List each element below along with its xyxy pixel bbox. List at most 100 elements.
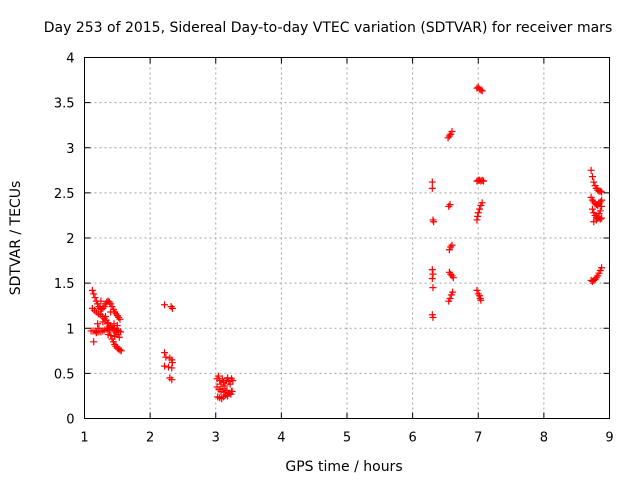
data-point <box>587 166 595 174</box>
x-tick-label: 2 <box>146 431 154 446</box>
data-point <box>474 212 482 220</box>
data-point <box>428 275 436 283</box>
data-point <box>219 385 227 393</box>
y-tick-label: 4 <box>66 52 74 67</box>
data-point <box>161 301 169 309</box>
data-point <box>588 205 596 213</box>
data-point <box>596 187 604 195</box>
data-point <box>90 338 98 346</box>
data-point <box>429 216 437 224</box>
data-point <box>598 264 606 272</box>
data-point <box>596 215 604 223</box>
data-point <box>473 216 481 224</box>
data-point <box>88 286 96 294</box>
data-point <box>161 362 169 370</box>
data-point <box>116 315 124 323</box>
data-point <box>111 332 119 340</box>
y-tick-label: 0.5 <box>54 367 75 382</box>
y-tick-label: 0 <box>66 413 74 428</box>
data-point <box>115 333 123 341</box>
data-point <box>161 349 169 357</box>
data-point <box>478 199 486 207</box>
data-point <box>226 380 234 388</box>
data-point <box>430 218 438 226</box>
data-point <box>117 347 125 355</box>
data-point <box>105 327 113 335</box>
data-point <box>476 205 484 213</box>
chart-title: Day 253 of 2015, Sidereal Day-to-day VTE… <box>44 20 612 36</box>
y-tick-label: 1.5 <box>54 277 75 292</box>
y-tick-label: 2 <box>66 232 74 247</box>
y-tick-label: 2.5 <box>54 187 75 202</box>
data-point <box>165 363 172 371</box>
data-point <box>445 202 453 210</box>
data-point <box>478 87 486 95</box>
data-point <box>449 274 457 282</box>
data-point <box>168 376 176 384</box>
x-tick-label: 6 <box>408 431 416 446</box>
data-point <box>598 196 606 204</box>
data-point <box>592 216 600 224</box>
data-point <box>428 184 436 192</box>
data-point <box>102 313 109 321</box>
data-point <box>113 322 121 330</box>
y-tick-label: 3.5 <box>54 97 75 112</box>
y-tick-label: 1 <box>66 322 74 337</box>
data-point <box>224 374 232 382</box>
data-point <box>99 318 107 326</box>
data-point <box>474 209 482 217</box>
data-point <box>104 331 112 339</box>
data-point <box>90 290 98 298</box>
x-tick-label: 3 <box>212 431 220 446</box>
data-point <box>448 241 456 249</box>
data-point <box>97 297 105 305</box>
data-point <box>446 294 454 302</box>
data-point <box>168 304 176 312</box>
data-point <box>167 303 175 311</box>
data-point <box>446 201 454 209</box>
data-point <box>168 359 176 367</box>
x-axis-label: GPS time / hours <box>285 459 402 475</box>
data-point <box>214 372 222 380</box>
x-tick-label: 7 <box>474 431 482 446</box>
x-tick-label: 5 <box>343 431 351 446</box>
data-point <box>103 320 111 328</box>
data-point <box>107 308 115 316</box>
x-tick-label: 8 <box>540 431 548 446</box>
data-point <box>596 207 604 215</box>
data-point <box>448 128 456 136</box>
data-point <box>480 177 487 185</box>
data-point <box>228 387 235 395</box>
data-point <box>598 214 606 222</box>
x-tick-label: 9 <box>605 431 613 446</box>
data-point <box>429 270 437 278</box>
data-point <box>117 328 125 336</box>
data-point <box>91 294 99 302</box>
data-point <box>429 284 437 292</box>
axis-ticks: 1 2 3 4 5 6 7 8 9 0 0.5 1 1.5 2 2.5 3 3.5 4 <box>54 52 614 446</box>
data-point <box>428 266 436 274</box>
data-point <box>429 313 437 321</box>
data-point <box>598 188 606 196</box>
data-point <box>94 320 102 328</box>
data-point <box>428 178 436 186</box>
data-point <box>478 176 486 184</box>
data-point <box>477 296 485 304</box>
data-point <box>95 324 103 332</box>
x-tick-label: 4 <box>277 431 285 446</box>
data-point <box>92 329 100 337</box>
data-point <box>218 375 226 383</box>
data-point <box>588 173 596 181</box>
y-axis-label: SDTVAR / TECUs <box>8 181 24 296</box>
data-point <box>116 346 124 354</box>
grid <box>84 57 610 419</box>
data-point <box>590 178 598 186</box>
data-point <box>477 86 485 94</box>
data-point <box>162 353 170 361</box>
data-point <box>598 202 606 210</box>
data-points <box>87 83 606 403</box>
data-point <box>229 377 237 385</box>
x-tick-label: 1 <box>80 431 88 446</box>
data-point <box>168 364 176 372</box>
